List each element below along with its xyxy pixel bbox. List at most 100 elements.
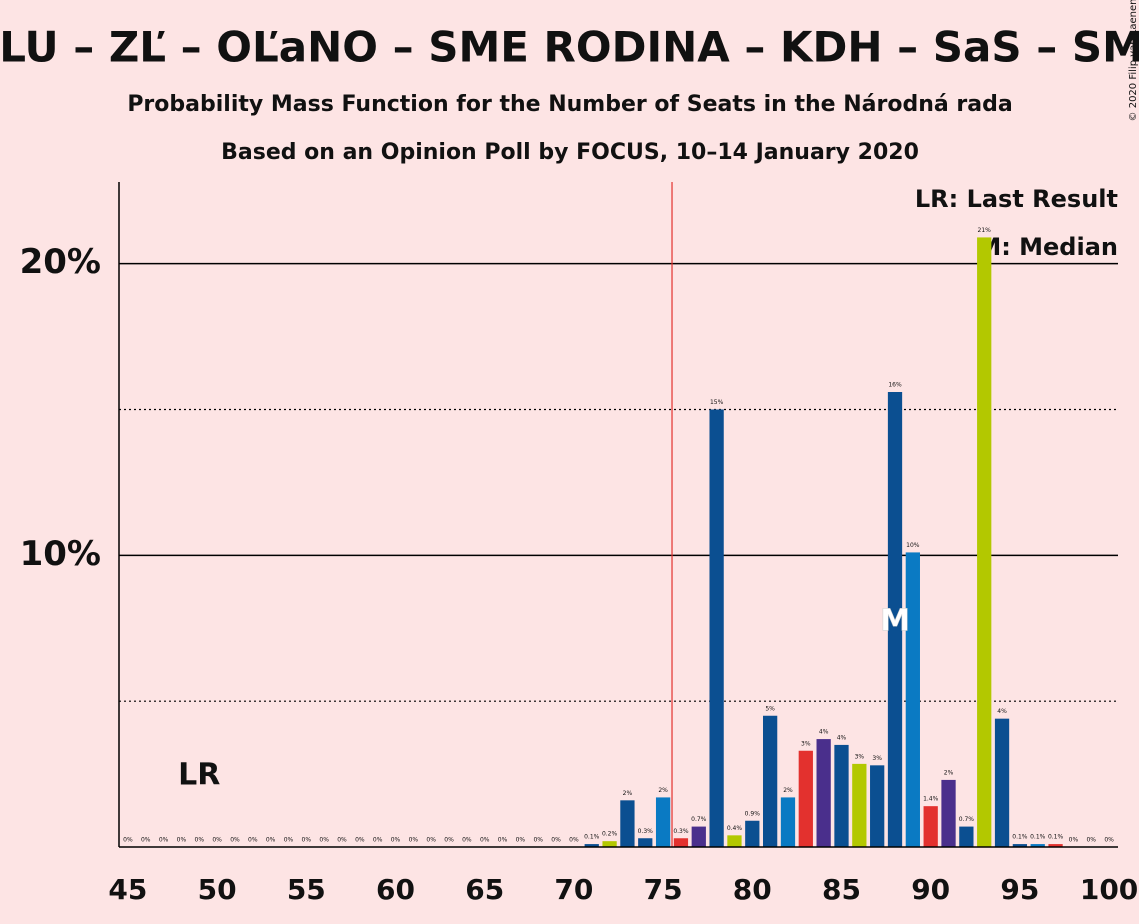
value-label: 0% (391, 837, 401, 844)
value-label: 4% (819, 729, 829, 736)
bar (852, 763, 867, 847)
value-label: 0.7% (691, 816, 707, 823)
copyright: © 2020 Filip van Laenen (1128, 0, 1139, 121)
last-result-marker: LR (178, 758, 220, 793)
value-label: 0% (498, 837, 508, 844)
bar (638, 838, 653, 847)
value-label: 0% (319, 837, 329, 844)
value-label: 3% (872, 755, 882, 762)
x-tick-label: 80 (733, 873, 772, 906)
x-tick-label: 70 (554, 873, 593, 906)
value-label: 0% (195, 837, 205, 844)
value-label: 0.1% (584, 834, 600, 841)
value-label: 0% (1086, 837, 1096, 844)
bar (994, 718, 1010, 847)
bar (959, 826, 974, 847)
value-label: 0.9% (745, 810, 761, 817)
bar (691, 826, 706, 847)
value-label: 0% (462, 837, 472, 844)
bar (709, 409, 724, 847)
value-label: 0% (1104, 837, 1114, 844)
value-label: 0% (123, 837, 133, 844)
bar (745, 820, 760, 847)
legend-entry: LR: Last Result (915, 185, 1118, 213)
bar (977, 237, 992, 847)
value-label: 0% (248, 837, 258, 844)
x-tick-label: 95 (1000, 873, 1039, 906)
value-label: 0% (159, 837, 169, 844)
bar (816, 739, 831, 847)
value-label: 0% (444, 837, 454, 844)
value-label: 0% (230, 837, 240, 844)
value-label: 0% (409, 837, 419, 844)
value-label: 0% (355, 837, 365, 844)
y-tick-label: 10% (20, 534, 101, 574)
value-label: 0% (373, 837, 383, 844)
value-label: 2% (658, 787, 668, 794)
value-label: 2% (944, 769, 954, 776)
y-tick-label: 20% (20, 242, 101, 282)
value-label: 5% (765, 705, 775, 712)
value-label: 0.3% (673, 828, 689, 835)
median-marker: M (880, 604, 910, 639)
value-label: 0% (302, 837, 312, 844)
value-label: 1.4% (923, 796, 939, 803)
value-label: 0% (569, 837, 579, 844)
value-label: 4% (997, 708, 1007, 715)
bar (762, 715, 778, 847)
bar (584, 844, 599, 847)
x-tick-label: 90 (911, 873, 950, 906)
bar (620, 800, 635, 847)
value-label: 2% (623, 790, 633, 797)
value-label: 0% (284, 837, 294, 844)
value-label: 3% (801, 740, 811, 747)
x-tick-label: 65 (465, 873, 504, 906)
value-label: 0% (533, 837, 543, 844)
bar (905, 552, 920, 847)
x-tick-label: 45 (108, 873, 147, 906)
bar (798, 750, 813, 847)
value-label: 3% (855, 753, 865, 760)
bar (727, 835, 742, 847)
value-label: 0% (1069, 837, 1079, 844)
x-tick-label: 55 (287, 873, 326, 906)
chart-title: OLU – ZĽ – OĽaNO – SME RODINA – KDH – Sa… (0, 23, 1139, 72)
x-tick-label: 100 (1080, 873, 1138, 906)
bar (887, 392, 903, 847)
subtitle: Probability Mass Function for the Number… (127, 92, 1012, 117)
bar (941, 779, 956, 847)
value-label: 0% (426, 837, 436, 844)
value-label: 0% (337, 837, 347, 844)
bar (673, 838, 689, 847)
value-label: 0% (212, 837, 222, 844)
x-tick-label: 50 (198, 873, 237, 906)
value-label: 0% (516, 837, 526, 844)
value-label: 2% (783, 787, 793, 794)
bar (834, 744, 849, 847)
x-tick-label: 85 (822, 873, 861, 906)
value-label: 0.4% (727, 825, 743, 832)
value-label: 0.1% (1048, 834, 1064, 841)
value-label: 0.2% (602, 831, 618, 838)
value-label: 0% (141, 837, 151, 844)
value-label: 0.3% (638, 828, 654, 835)
bar (1048, 844, 1063, 847)
bar (870, 765, 885, 847)
value-label: 0.1% (1012, 834, 1028, 841)
x-tick-label: 75 (644, 873, 683, 906)
bar (923, 806, 938, 847)
bar (780, 797, 796, 847)
x-tick-label: 60 (376, 873, 415, 906)
legend-entry: M: Median (977, 233, 1118, 261)
value-label: 0% (266, 837, 276, 844)
subtitle: Based on an Opinion Poll by FOCUS, 10–14… (221, 140, 919, 165)
value-label: 10% (906, 542, 920, 549)
value-label: 0.1% (1030, 834, 1046, 841)
bar (602, 841, 617, 847)
value-label: 0.7% (959, 816, 975, 823)
value-label: 0% (177, 837, 187, 844)
bar (1012, 844, 1028, 847)
value-label: 0% (480, 837, 490, 844)
